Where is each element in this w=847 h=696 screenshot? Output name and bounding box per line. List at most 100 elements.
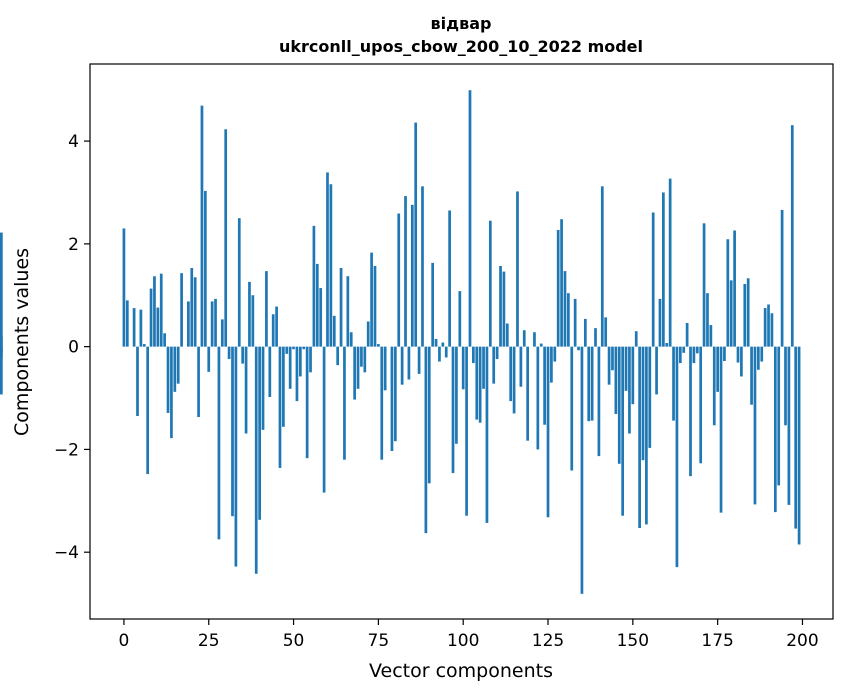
x-tick-label: 100 — [447, 631, 479, 651]
x-tick-label: 75 — [368, 631, 390, 651]
bar — [784, 346, 787, 426]
bar — [689, 346, 692, 477]
bar — [380, 346, 384, 460]
bar — [526, 346, 530, 441]
bar — [227, 346, 231, 359]
bar — [743, 283, 747, 347]
bar — [125, 300, 129, 347]
bar — [502, 271, 506, 347]
bar — [278, 346, 282, 468]
bar — [393, 346, 397, 442]
bar — [363, 346, 367, 373]
bar — [214, 298, 217, 347]
bar — [434, 338, 438, 347]
bar — [373, 265, 377, 347]
bar — [322, 346, 326, 493]
bar — [156, 307, 160, 347]
bar — [0, 346, 3, 395]
bar — [356, 346, 360, 389]
bar — [455, 346, 458, 444]
bar — [170, 346, 173, 439]
bar — [597, 346, 601, 457]
bar — [203, 190, 207, 347]
bar — [563, 271, 567, 347]
bar — [740, 346, 743, 377]
bar — [594, 328, 597, 347]
bar — [339, 268, 343, 347]
y-tick-label: 2 — [68, 235, 79, 255]
bar — [583, 318, 587, 347]
bar — [678, 346, 682, 364]
bar — [611, 346, 614, 371]
bar — [512, 346, 516, 414]
bar — [573, 298, 577, 347]
bar — [159, 273, 163, 347]
bar — [763, 308, 767, 347]
bar — [444, 346, 448, 358]
bar — [0, 232, 3, 347]
bar — [370, 252, 373, 347]
bar — [136, 346, 139, 417]
bar — [149, 288, 153, 347]
bar — [760, 346, 764, 362]
bar — [519, 346, 523, 387]
bar — [366, 321, 370, 347]
x-tick-label: 25 — [198, 631, 220, 651]
bar — [767, 304, 770, 347]
bar — [353, 346, 356, 400]
bar — [438, 346, 441, 362]
bar — [461, 346, 465, 390]
bar — [441, 342, 445, 347]
bar — [0, 346, 3, 359]
bar — [261, 346, 265, 430]
bar — [648, 346, 652, 448]
bar — [617, 346, 621, 464]
x-tick-label: 150 — [617, 631, 649, 651]
bar — [451, 346, 455, 474]
bar — [655, 346, 658, 395]
bar — [499, 265, 502, 347]
bar — [546, 346, 550, 518]
bar — [383, 346, 387, 391]
bar — [254, 346, 258, 574]
bar — [757, 346, 760, 370]
bar — [298, 346, 302, 377]
bar — [207, 346, 211, 372]
bar — [750, 346, 753, 405]
bar — [533, 332, 536, 347]
bar — [672, 346, 675, 421]
bar — [662, 192, 665, 347]
bar — [488, 220, 492, 347]
bar — [719, 346, 723, 513]
bar — [163, 333, 166, 347]
bar — [787, 346, 791, 505]
bar — [200, 105, 204, 347]
bar — [265, 271, 268, 347]
x-axis: 0 25 50 75 100 125 150 175 200 — [119, 619, 819, 651]
bar — [400, 346, 404, 385]
bar — [404, 196, 407, 347]
bar — [553, 346, 557, 362]
bar — [641, 346, 645, 461]
x-tick-label: 125 — [532, 631, 564, 651]
bar — [634, 331, 638, 347]
bar — [305, 346, 309, 459]
bar — [142, 344, 146, 347]
bar — [190, 268, 194, 347]
bar — [726, 239, 730, 347]
bar — [275, 306, 278, 347]
bar — [777, 346, 781, 486]
bar — [458, 291, 462, 347]
bar — [282, 346, 285, 427]
bar — [326, 172, 329, 347]
bar — [539, 343, 543, 347]
bar — [580, 346, 584, 594]
bar — [509, 346, 513, 402]
bar — [522, 330, 526, 347]
bar — [723, 346, 726, 362]
bar — [268, 346, 272, 397]
bar — [492, 346, 496, 384]
bar — [329, 184, 333, 347]
bar — [237, 218, 241, 347]
bar — [132, 308, 136, 347]
